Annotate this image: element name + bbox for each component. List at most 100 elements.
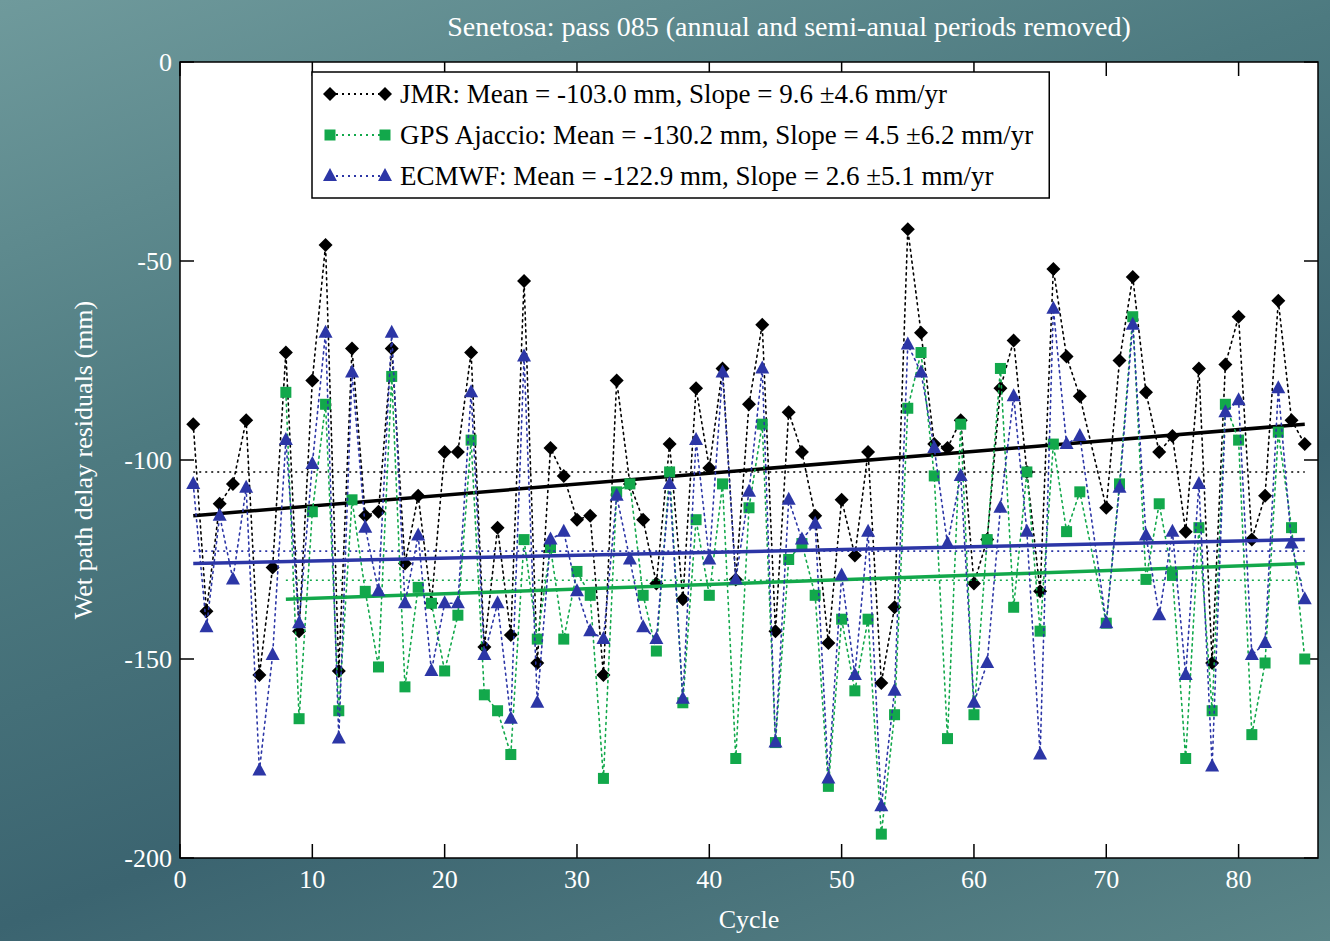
legend: JMR: Mean = -103.0 mm, Slope = 9.6 ±4.6 … bbox=[312, 72, 1049, 198]
point bbox=[1271, 380, 1285, 393]
point bbox=[1192, 476, 1206, 489]
point bbox=[980, 533, 994, 547]
point bbox=[782, 492, 796, 505]
point bbox=[649, 631, 663, 644]
x-tick bbox=[1238, 844, 1240, 858]
point bbox=[305, 456, 319, 469]
point bbox=[1258, 635, 1272, 648]
point bbox=[1246, 729, 1257, 740]
point bbox=[385, 325, 399, 338]
legend-marker bbox=[380, 130, 391, 141]
point bbox=[876, 829, 887, 840]
y-tick-label: 0 bbox=[159, 48, 172, 77]
x-tick bbox=[312, 844, 314, 858]
point bbox=[358, 520, 372, 533]
point bbox=[239, 413, 253, 427]
plot-data bbox=[186, 222, 1312, 839]
x-tick bbox=[576, 844, 578, 858]
legend-box bbox=[312, 72, 1049, 198]
x-tick-label: 60 bbox=[961, 865, 987, 894]
point bbox=[1126, 270, 1140, 284]
point bbox=[1046, 301, 1060, 314]
point bbox=[993, 381, 1007, 395]
point bbox=[610, 373, 624, 387]
point bbox=[1207, 705, 1218, 716]
point bbox=[1099, 501, 1113, 515]
point bbox=[704, 590, 715, 601]
point bbox=[755, 318, 769, 332]
point bbox=[980, 655, 994, 668]
point bbox=[901, 337, 915, 350]
point bbox=[558, 634, 569, 645]
point bbox=[1113, 480, 1127, 493]
point bbox=[1245, 647, 1259, 660]
point bbox=[689, 381, 703, 395]
point bbox=[1139, 528, 1153, 541]
point bbox=[305, 373, 319, 387]
point bbox=[199, 604, 213, 618]
point bbox=[888, 683, 902, 696]
point bbox=[1218, 357, 1232, 371]
point bbox=[413, 582, 424, 593]
point bbox=[239, 480, 253, 493]
legend-marker bbox=[378, 87, 392, 101]
point bbox=[624, 478, 635, 489]
point bbox=[835, 493, 849, 507]
point bbox=[491, 521, 505, 535]
point bbox=[583, 623, 597, 636]
x-axis-title: Cycle bbox=[719, 905, 780, 934]
point bbox=[716, 364, 730, 377]
point bbox=[955, 419, 966, 430]
point bbox=[360, 586, 371, 597]
point bbox=[1232, 310, 1246, 324]
point bbox=[186, 417, 200, 431]
point bbox=[544, 441, 558, 455]
point bbox=[386, 371, 397, 382]
point bbox=[557, 469, 571, 483]
point bbox=[1205, 758, 1219, 771]
point bbox=[663, 437, 677, 451]
y-tick-label: -50 bbox=[137, 247, 172, 276]
x-tick-label: 10 bbox=[299, 865, 325, 894]
x-tick-label: 30 bbox=[564, 865, 590, 894]
point bbox=[598, 773, 609, 784]
x-tick-label: 70 bbox=[1093, 865, 1119, 894]
point bbox=[982, 534, 993, 545]
point bbox=[927, 440, 941, 453]
point bbox=[319, 238, 333, 252]
point bbox=[1180, 753, 1191, 764]
point bbox=[279, 346, 293, 360]
legend-line bbox=[330, 93, 385, 95]
point bbox=[782, 405, 796, 419]
point bbox=[213, 508, 227, 521]
point bbox=[1113, 354, 1127, 368]
point bbox=[651, 646, 662, 657]
legend-line bbox=[330, 134, 385, 136]
point bbox=[1033, 747, 1047, 760]
point bbox=[730, 753, 741, 764]
point bbox=[438, 445, 452, 459]
point bbox=[583, 509, 597, 523]
point bbox=[610, 488, 624, 501]
series bbox=[280, 311, 1310, 839]
point bbox=[1126, 317, 1140, 330]
y-tick-label: -200 bbox=[124, 844, 172, 873]
point bbox=[491, 595, 505, 608]
point bbox=[280, 387, 291, 398]
point bbox=[1165, 429, 1179, 443]
point bbox=[702, 552, 716, 565]
point bbox=[1260, 657, 1271, 668]
point bbox=[1060, 436, 1074, 449]
point bbox=[1218, 404, 1232, 417]
y-tick bbox=[180, 459, 194, 461]
point bbox=[1299, 654, 1310, 665]
y-tick bbox=[180, 658, 194, 660]
point bbox=[320, 399, 331, 410]
point bbox=[993, 500, 1007, 513]
legend-label: JMR: Mean = -103.0 mm, Slope = 9.6 ±4.6 … bbox=[400, 79, 947, 109]
point bbox=[452, 610, 463, 621]
point bbox=[319, 325, 333, 338]
point bbox=[345, 342, 359, 356]
legend-label: ECMWF: Mean = -122.9 mm, Slope = 2.6 ±5.… bbox=[400, 161, 994, 191]
point bbox=[744, 502, 755, 513]
